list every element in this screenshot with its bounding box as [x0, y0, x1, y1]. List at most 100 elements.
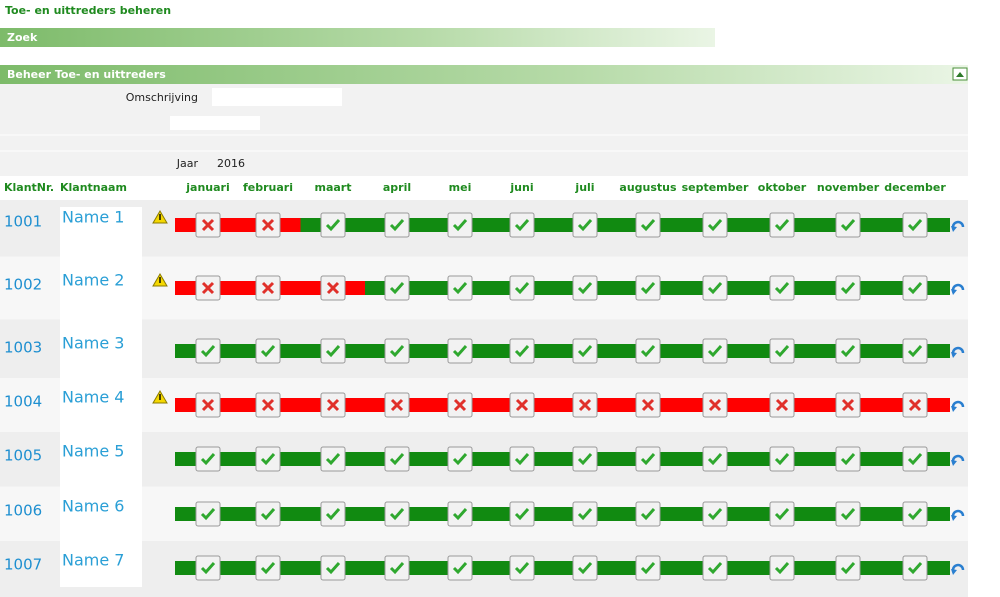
reset-icon[interactable]	[951, 283, 965, 295]
month-checkbox[interactable]	[384, 446, 410, 472]
month-checkbox[interactable]	[572, 275, 598, 301]
month-checkbox[interactable]	[769, 392, 795, 418]
month-checkbox[interactable]	[447, 392, 473, 418]
month-checkbox[interactable]	[835, 392, 861, 418]
month-checkbox[interactable]	[572, 338, 598, 364]
month-checkbox[interactable]	[255, 555, 281, 581]
month-checkbox[interactable]	[384, 555, 410, 581]
month-checkbox[interactable]	[320, 275, 346, 301]
month-checkbox[interactable]	[195, 446, 221, 472]
client-id[interactable]: 1004	[4, 393, 42, 411]
month-checkbox[interactable]	[769, 446, 795, 472]
month-checkbox[interactable]	[447, 212, 473, 238]
month-checkbox[interactable]	[702, 501, 728, 527]
month-checkbox[interactable]	[572, 501, 598, 527]
month-checkbox[interactable]	[835, 212, 861, 238]
month-checkbox[interactable]	[447, 555, 473, 581]
reset-icon[interactable]	[951, 509, 965, 521]
month-checkbox[interactable]	[320, 392, 346, 418]
month-checkbox[interactable]	[702, 275, 728, 301]
month-checkbox[interactable]	[635, 212, 661, 238]
client-id[interactable]: 1007	[4, 556, 42, 574]
month-checkbox[interactable]	[509, 446, 535, 472]
month-checkbox[interactable]	[902, 555, 928, 581]
month-checkbox[interactable]	[195, 338, 221, 364]
month-checkbox[interactable]	[255, 446, 281, 472]
month-checkbox[interactable]	[572, 212, 598, 238]
month-checkbox[interactable]	[635, 338, 661, 364]
month-checkbox[interactable]	[384, 212, 410, 238]
month-checkbox[interactable]	[769, 212, 795, 238]
month-checkbox[interactable]	[902, 392, 928, 418]
month-checkbox[interactable]	[902, 338, 928, 364]
month-checkbox[interactable]	[384, 338, 410, 364]
month-checkbox[interactable]	[635, 501, 661, 527]
month-checkbox[interactable]	[447, 338, 473, 364]
month-checkbox[interactable]	[572, 446, 598, 472]
month-checkbox[interactable]	[902, 212, 928, 238]
month-checkbox[interactable]	[572, 555, 598, 581]
client-id[interactable]: 1001	[4, 213, 42, 231]
month-checkbox[interactable]	[195, 501, 221, 527]
month-checkbox[interactable]	[320, 446, 346, 472]
client-id[interactable]: 1005	[4, 447, 42, 465]
client-id[interactable]: 1002	[4, 276, 42, 294]
month-checkbox[interactable]	[320, 555, 346, 581]
month-checkbox[interactable]	[255, 275, 281, 301]
month-checkbox[interactable]	[509, 338, 535, 364]
month-checkbox[interactable]	[769, 275, 795, 301]
month-checkbox[interactable]	[509, 392, 535, 418]
description-field[interactable]	[212, 88, 342, 106]
month-checkbox[interactable]	[835, 555, 861, 581]
month-checkbox[interactable]	[195, 275, 221, 301]
month-checkbox[interactable]	[835, 446, 861, 472]
client-id[interactable]: 1006	[4, 502, 42, 520]
month-checkbox[interactable]	[702, 555, 728, 581]
month-checkbox[interactable]	[320, 501, 346, 527]
client-id[interactable]: 1003	[4, 339, 42, 357]
month-checkbox[interactable]	[509, 212, 535, 238]
month-checkbox[interactable]	[195, 212, 221, 238]
month-checkbox[interactable]	[702, 212, 728, 238]
month-checkbox[interactable]	[769, 501, 795, 527]
search-bar[interactable]	[0, 28, 715, 47]
month-checkbox[interactable]	[320, 338, 346, 364]
month-checkbox[interactable]	[635, 555, 661, 581]
month-checkbox[interactable]	[835, 275, 861, 301]
month-checkbox[interactable]	[195, 392, 221, 418]
reset-icon[interactable]	[951, 346, 965, 358]
month-checkbox[interactable]	[255, 212, 281, 238]
month-checkbox[interactable]	[702, 392, 728, 418]
month-checkbox[interactable]	[447, 446, 473, 472]
reset-icon[interactable]	[951, 400, 965, 412]
month-checkbox[interactable]	[509, 555, 535, 581]
month-checkbox[interactable]	[769, 338, 795, 364]
month-checkbox[interactable]	[509, 501, 535, 527]
month-checkbox[interactable]	[447, 501, 473, 527]
month-checkbox[interactable]	[255, 338, 281, 364]
month-checkbox[interactable]	[902, 446, 928, 472]
month-checkbox[interactable]	[769, 555, 795, 581]
month-checkbox[interactable]	[835, 501, 861, 527]
month-checkbox[interactable]	[635, 446, 661, 472]
month-checkbox[interactable]	[447, 275, 473, 301]
month-checkbox[interactable]	[902, 501, 928, 527]
month-checkbox[interactable]	[635, 275, 661, 301]
month-checkbox[interactable]	[635, 392, 661, 418]
reset-icon[interactable]	[951, 563, 965, 575]
month-checkbox[interactable]	[702, 338, 728, 364]
month-checkbox[interactable]	[835, 338, 861, 364]
month-checkbox[interactable]	[509, 275, 535, 301]
month-checkbox[interactable]	[572, 392, 598, 418]
month-checkbox[interactable]	[384, 501, 410, 527]
collapse-button[interactable]	[952, 67, 968, 81]
month-checkbox[interactable]	[902, 275, 928, 301]
month-checkbox[interactable]	[384, 392, 410, 418]
month-checkbox[interactable]	[255, 392, 281, 418]
month-checkbox[interactable]	[255, 501, 281, 527]
month-checkbox[interactable]	[384, 275, 410, 301]
month-checkbox[interactable]	[702, 446, 728, 472]
month-checkbox[interactable]	[195, 555, 221, 581]
reset-icon[interactable]	[951, 454, 965, 466]
month-checkbox[interactable]	[320, 212, 346, 238]
